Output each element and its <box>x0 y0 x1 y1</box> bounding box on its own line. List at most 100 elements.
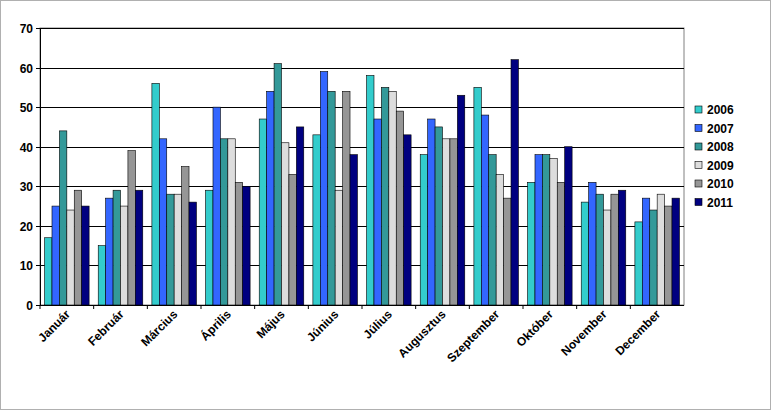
legend-label: 2007 <box>707 122 734 136</box>
legend-label: 2008 <box>707 140 734 154</box>
y-axis <box>40 28 41 305</box>
bar <box>557 182 564 305</box>
grid-line <box>40 186 684 187</box>
bar <box>67 210 74 305</box>
bar <box>428 119 435 305</box>
x-tick-label: Január <box>35 307 73 345</box>
bar <box>235 182 242 305</box>
bar <box>74 190 81 305</box>
legend-label: 2011 <box>707 196 733 210</box>
bar <box>282 143 289 305</box>
chart-svg: 010203040506070JanuárFebruárMárciusÁpril… <box>0 0 771 410</box>
bars <box>45 60 680 305</box>
x-tick-label: Október <box>514 307 557 350</box>
x-tick-label: Szeptember <box>444 307 502 365</box>
bar <box>335 190 342 305</box>
bar <box>135 190 142 305</box>
bar <box>396 111 403 305</box>
bar <box>542 155 549 305</box>
y-tick-label: 60 <box>20 62 34 76</box>
bar <box>443 139 450 305</box>
legend-swatch <box>695 162 702 169</box>
bar <box>420 155 427 305</box>
x-tick-label: December <box>612 307 663 358</box>
x-tick <box>415 305 416 309</box>
bar <box>174 194 181 305</box>
x-tick-label: November <box>558 307 610 359</box>
bar <box>481 115 488 305</box>
bar <box>374 119 381 305</box>
bar <box>313 135 320 305</box>
legend-label: 2006 <box>707 103 734 117</box>
y-tick <box>36 265 40 266</box>
bar <box>489 155 496 305</box>
x-tick-label: Március <box>138 307 180 349</box>
y-tick-label: 10 <box>20 259 34 273</box>
bar <box>274 64 281 305</box>
bar <box>611 194 618 305</box>
bar <box>535 155 542 305</box>
bar <box>228 139 235 305</box>
y-tick <box>36 28 40 29</box>
bar <box>457 95 464 305</box>
y-tick-label: 40 <box>20 141 34 155</box>
bar <box>267 91 274 305</box>
bar <box>213 107 220 305</box>
bar <box>589 182 596 305</box>
x-tick-label: Február <box>85 307 127 349</box>
y-tick-label: 30 <box>20 180 34 194</box>
bar <box>167 194 174 305</box>
bar <box>106 198 113 305</box>
x-tick <box>469 305 470 309</box>
legend-label: 2010 <box>707 177 734 191</box>
bar <box>259 119 266 305</box>
bar <box>550 159 557 305</box>
bar <box>635 222 642 305</box>
legend-swatch <box>695 125 702 132</box>
x-tick <box>40 305 41 309</box>
x-tick <box>93 305 94 309</box>
bar <box>496 174 503 305</box>
legend-swatch <box>695 180 702 187</box>
grid-line <box>40 28 684 29</box>
bar <box>289 174 296 305</box>
x-tick-label: Május <box>254 307 288 341</box>
y-tick <box>36 186 40 187</box>
bar <box>581 202 588 305</box>
y-tick <box>36 107 40 108</box>
x-tick <box>254 305 255 309</box>
x-tick <box>308 305 309 309</box>
bar <box>128 151 135 305</box>
bar <box>657 194 664 305</box>
x-tick-label: Augusztus <box>395 307 448 360</box>
bar <box>350 155 357 305</box>
bar <box>450 139 457 305</box>
bar <box>504 198 511 305</box>
bar <box>343 91 350 305</box>
bar <box>113 190 120 305</box>
x-tick <box>630 305 631 309</box>
x-tick-label: Június <box>304 307 341 344</box>
x-tick <box>201 305 202 309</box>
bar <box>121 206 128 305</box>
bar <box>565 147 572 305</box>
bar <box>672 198 679 305</box>
y-tick <box>36 147 40 148</box>
grid-line <box>40 107 684 108</box>
y-tick <box>36 226 40 227</box>
bar <box>159 139 166 305</box>
bar <box>528 182 535 305</box>
x-tick <box>523 305 524 309</box>
bar <box>45 238 52 305</box>
y-tick-label: 0 <box>26 299 33 313</box>
legend-label: 2009 <box>707 159 734 173</box>
bar <box>82 206 89 305</box>
bar <box>596 194 603 305</box>
grid-line <box>40 68 684 69</box>
legend-swatch <box>695 143 702 150</box>
bar <box>296 127 303 305</box>
bar <box>98 246 105 305</box>
x-tick <box>147 305 148 309</box>
x-tick-label: Április <box>197 306 234 343</box>
bar <box>381 87 388 305</box>
